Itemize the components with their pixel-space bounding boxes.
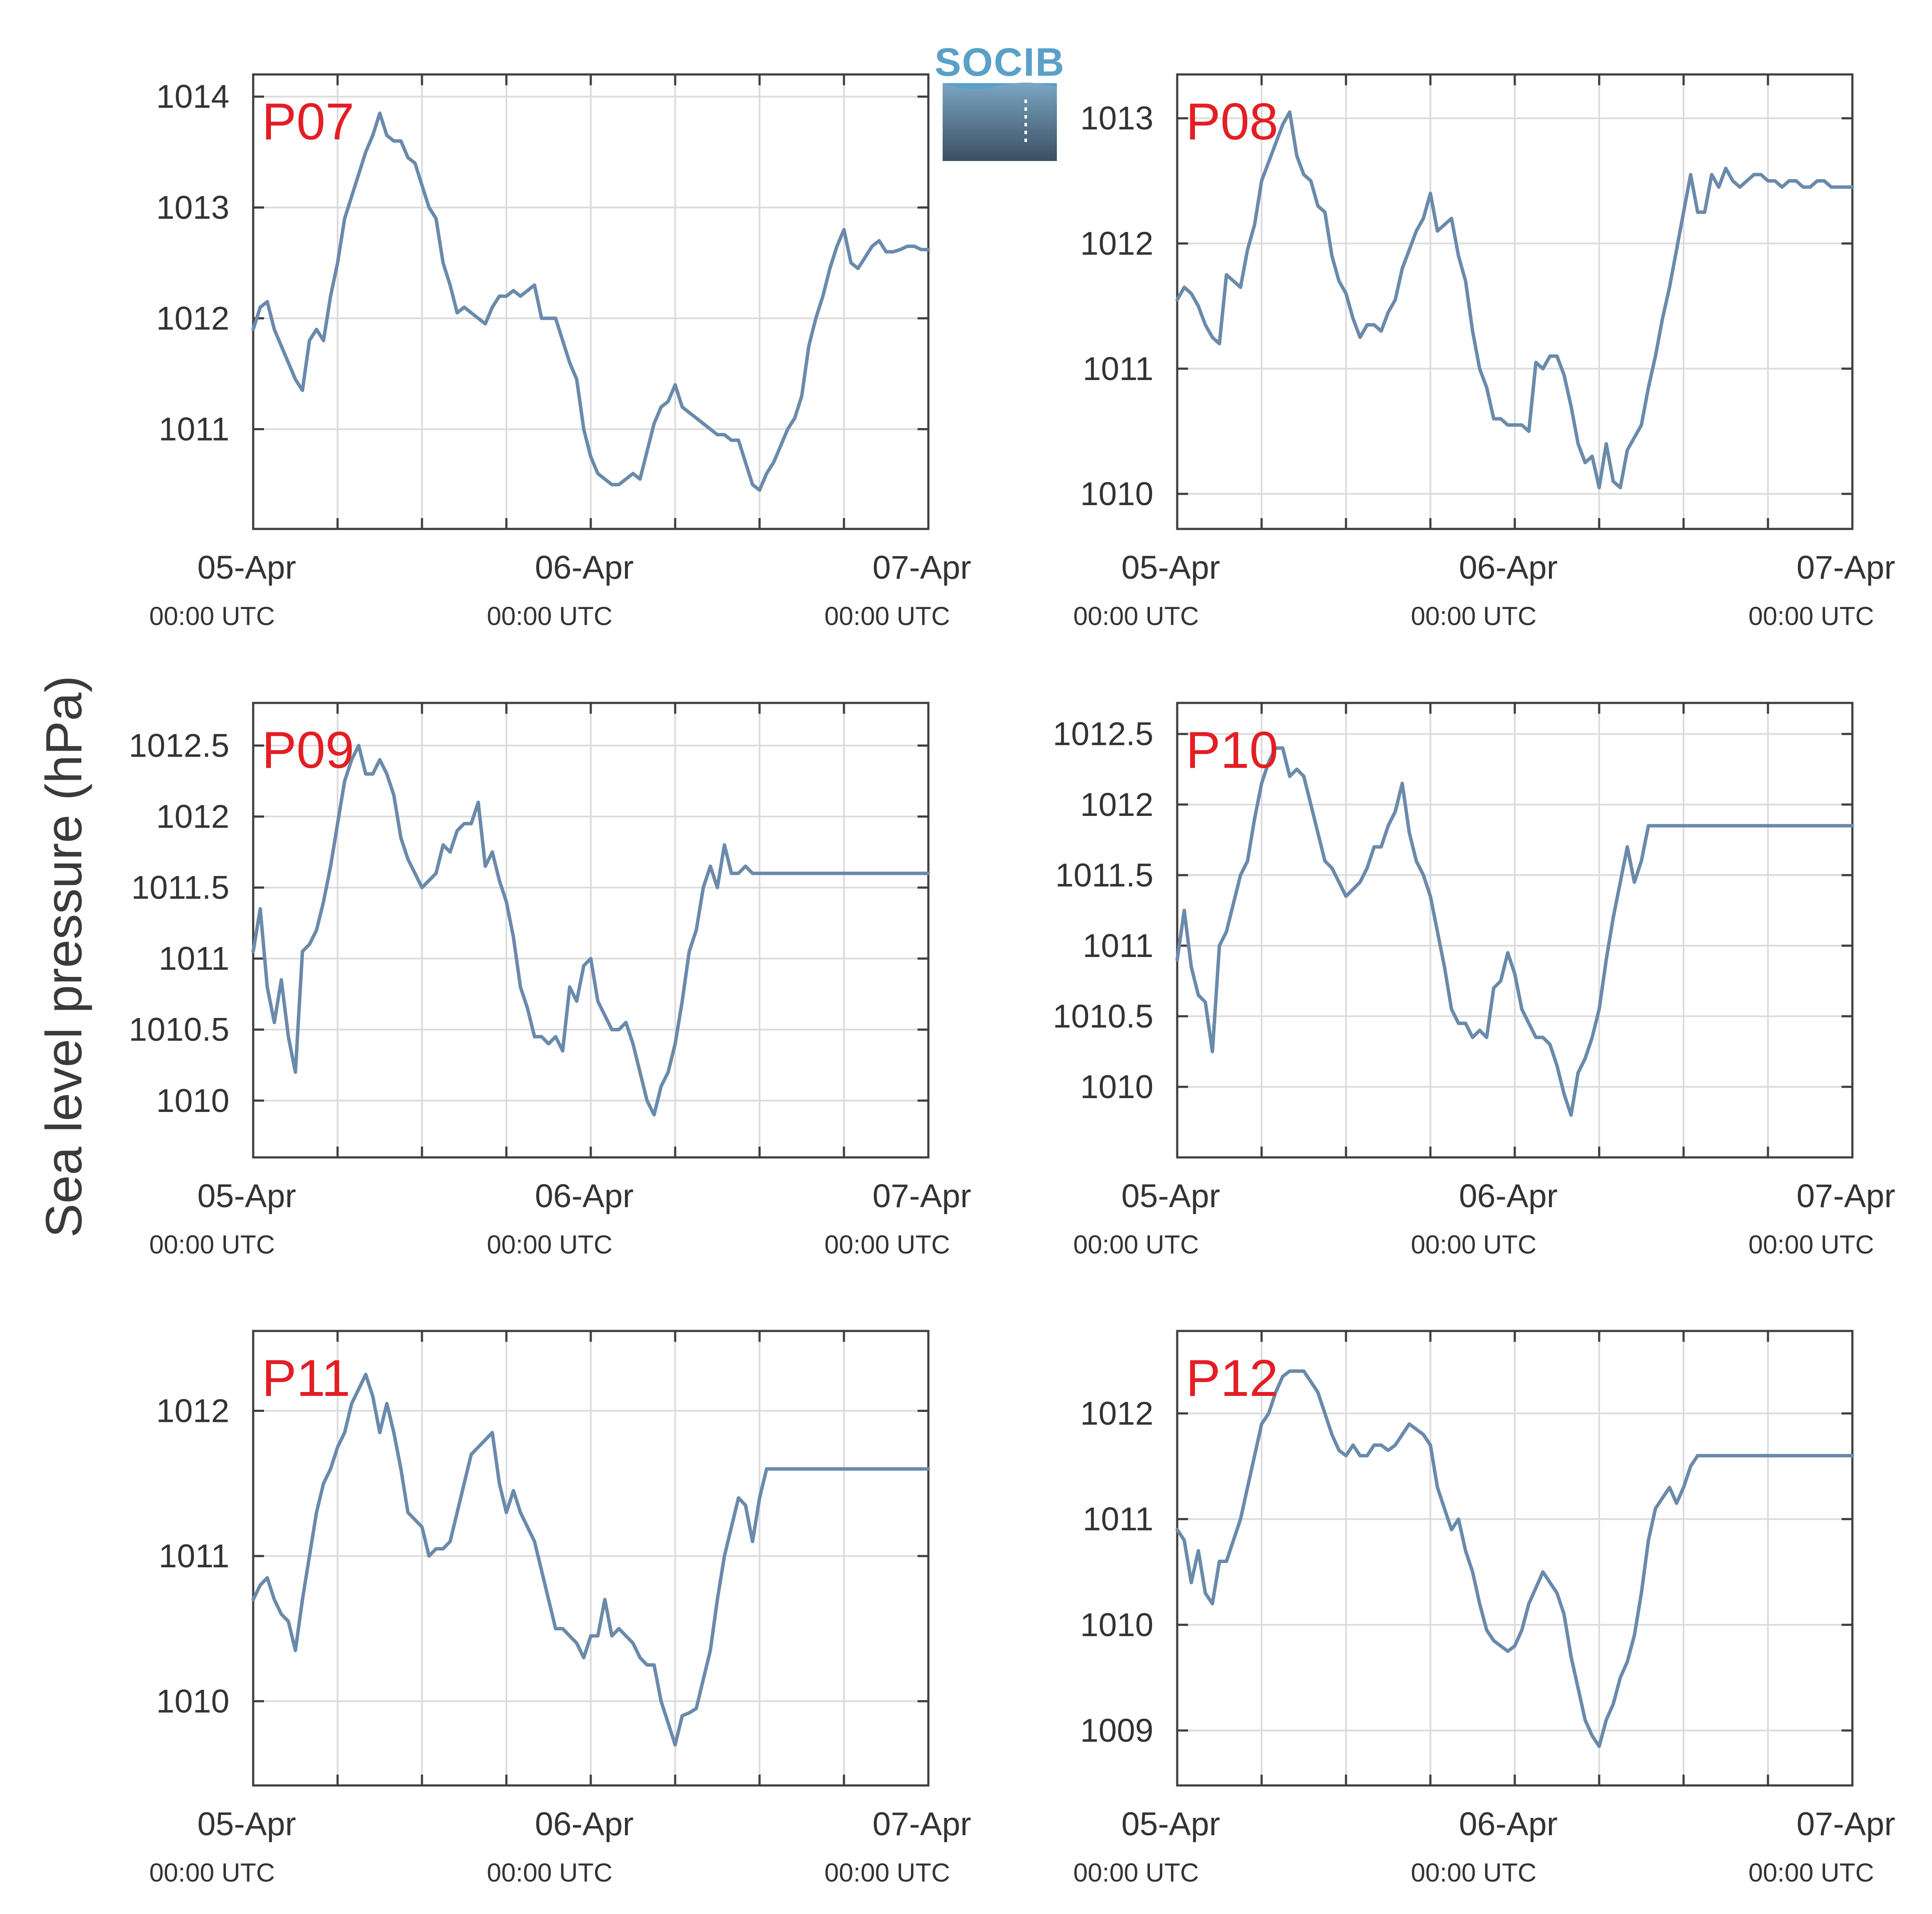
x-tick-sublabel: 00:00 UTC [824, 1858, 950, 1887]
x-tick-label: 05-Apr [197, 549, 296, 586]
x-tick-sublabel: 00:00 UTC [1073, 602, 1199, 631]
y-tick-label: 1010 [1080, 1069, 1153, 1105]
chart-panel-p07: 1011 1012 1013 1014 05-Apr 00:00 UTC 06-Apr 00:… [149, 73, 971, 631]
x-tick-label: 06-Apr [1459, 1806, 1558, 1843]
pressure-series-line [251, 111, 930, 492]
x-tick-sublabel: 00:00 UTC [1748, 1858, 1874, 1887]
x-tick-sublabel: 00:00 UTC [1073, 1230, 1199, 1259]
x-tick-label: 07-Apr [873, 1178, 971, 1215]
y-tick-label: 1011 [159, 1538, 229, 1575]
x-tick-sublabel: 00:00 UTC [149, 1230, 275, 1259]
logo-wave [943, 82, 1057, 89]
x-tick-sublabel: 00:00 UTC [824, 602, 950, 631]
y-tick-label: 1010 [1080, 1607, 1153, 1643]
x-tick-sublabel: 00:00 UTC [487, 602, 612, 631]
x-tick-sublabel: 00:00 UTC [149, 1858, 275, 1887]
x-tick-label: 06-Apr [1459, 1178, 1558, 1215]
x-tick-sublabel: 00:00 UTC [824, 1230, 950, 1259]
y-tick-label: 1012.5 [1053, 716, 1153, 753]
pressure-series-line [251, 744, 930, 1117]
y-tick-label: 1011 [1083, 928, 1153, 964]
y-tick-label: 1010 [1080, 476, 1153, 512]
pressure-series-line [1175, 746, 1854, 1117]
y-tick-label: 1014 [156, 78, 229, 115]
x-tick-sublabel: 00:00 UTC [1073, 1858, 1199, 1887]
x-tick-label: 05-Apr [197, 1178, 296, 1215]
y-tick-label: 1010.5 [1053, 998, 1153, 1035]
panel-label: P10 [1186, 721, 1278, 779]
pressure-series-line [1175, 110, 1854, 490]
y-tick-label: 1012 [1080, 786, 1153, 823]
y-axis-title: Sea level pressure (hPa) [35, 676, 93, 1238]
x-tick-label: 06-Apr [535, 1178, 634, 1215]
y-tick-label: 1010 [156, 1083, 229, 1119]
x-tick-label: 06-Apr [1459, 549, 1558, 586]
y-tick-label: 1012 [1080, 225, 1153, 262]
pressure-series-line [1175, 1369, 1854, 1748]
y-tick-label: 1012 [156, 799, 229, 835]
panel-label: P11 [262, 1349, 351, 1407]
y-tick-label: 1013 [156, 189, 229, 226]
y-tick-label: 1011 [1083, 351, 1153, 387]
socib-logo: SOCIB [934, 40, 1065, 161]
x-tick-label: 07-Apr [1797, 549, 1895, 586]
x-tick-sublabel: 00:00 UTC [487, 1858, 612, 1887]
x-tick-sublabel: 00:00 UTC [1748, 602, 1874, 631]
x-tick-label: 05-Apr [1121, 549, 1220, 586]
chart-panel-p10: 1010 1010.5 1011 1011.5 1012 1012.5 05-Apr 00:0… [1053, 702, 1895, 1259]
y-tick-label: 1011 [1083, 1501, 1153, 1538]
panel-label: P07 [262, 93, 354, 151]
x-tick-sublabel: 00:00 UTC [149, 602, 275, 631]
y-tick-label: 1009 [1080, 1712, 1153, 1749]
y-tick-label: 1011 [159, 941, 229, 977]
x-tick-label: 07-Apr [873, 549, 971, 586]
x-tick-label: 06-Apr [535, 1806, 634, 1843]
y-tick-label: 1010.5 [129, 1012, 229, 1048]
x-tick-sublabel: 00:00 UTC [1748, 1230, 1874, 1259]
x-tick-label: 05-Apr [197, 1806, 296, 1843]
chart-panel-p08: 1010 1011 1012 1013 05-Apr 00:00 UTC 06-Apr 00:… [1073, 73, 1895, 631]
x-tick-label: 06-Apr [535, 549, 634, 586]
chart-panel-p09: 1010 1010.5 1011 1011.5 1012 1012.5 05-Apr 00:0… [129, 702, 971, 1259]
chart-panel-p12: 1009 1010 1011 1012 05-Apr 00:00 UTC 06-Apr 00:… [1073, 1330, 1895, 1887]
panel-label: P12 [1186, 1349, 1278, 1407]
x-tick-label: 05-Apr [1121, 1806, 1220, 1843]
x-tick-label: 07-Apr [1797, 1178, 1895, 1215]
x-tick-label: 07-Apr [873, 1806, 971, 1843]
y-tick-label: 1011.5 [131, 870, 229, 906]
y-tick-label: 1012.5 [129, 727, 229, 764]
panel-label: P08 [1186, 93, 1278, 151]
y-tick-label: 1010 [156, 1683, 229, 1720]
panels: 1011 1012 1013 1014 05-Apr 00:00 UTC 06-Apr 00:… [129, 73, 1895, 1887]
logo-block [943, 83, 1057, 161]
x-tick-label: 07-Apr [1797, 1806, 1895, 1843]
x-tick-sublabel: 00:00 UTC [487, 1230, 612, 1259]
x-tick-label: 05-Apr [1121, 1178, 1220, 1215]
y-tick-label: 1012 [156, 1393, 229, 1430]
x-tick-sublabel: 00:00 UTC [1411, 602, 1536, 631]
y-tick-label: 1012 [1080, 1395, 1153, 1432]
y-tick-label: 1011 [159, 411, 229, 448]
pressure-series-line [251, 1373, 930, 1747]
x-tick-sublabel: 00:00 UTC [1411, 1230, 1536, 1259]
y-tick-label: 1013 [1080, 100, 1153, 137]
y-tick-label: 1011.5 [1055, 857, 1153, 894]
x-tick-sublabel: 00:00 UTC [1411, 1858, 1536, 1887]
panel-label: P09 [262, 721, 354, 779]
chart-panel-p11: 1010 1011 1012 05-Apr 00:00 UTC 06-Apr 00:00 U… [149, 1330, 971, 1887]
logo-text: SOCIB [934, 40, 1065, 84]
y-tick-label: 1012 [156, 300, 229, 337]
